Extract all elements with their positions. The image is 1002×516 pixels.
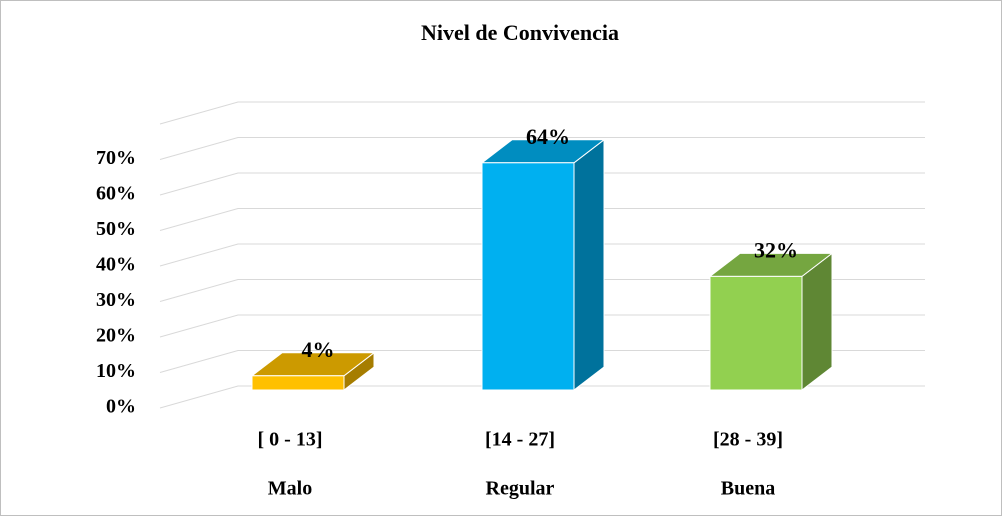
y-tick-label: 40% xyxy=(96,254,136,276)
grid-line xyxy=(159,279,925,302)
x-tick-label: Regular xyxy=(486,478,555,500)
y-tick-label: 50% xyxy=(96,218,136,240)
y-tick-label: 30% xyxy=(96,289,136,311)
bar-side xyxy=(801,252,833,392)
y-tick-label: 10% xyxy=(96,360,136,382)
bar-side xyxy=(573,138,605,392)
data-label: 4% xyxy=(302,337,335,362)
grid-line xyxy=(159,208,925,231)
data-label: 32% xyxy=(754,237,798,262)
grid-line xyxy=(159,350,925,373)
data-label: 64% xyxy=(526,124,570,149)
grid-line xyxy=(159,385,925,409)
grid-line xyxy=(159,137,925,160)
y-tick-label: 70% xyxy=(96,147,136,169)
chart-title: Nivel de Convivencia xyxy=(421,20,619,45)
x-tick-label: Buena xyxy=(721,478,775,500)
x-tick-label: [14 - 27] xyxy=(485,429,555,451)
grid-line xyxy=(159,172,925,196)
x-tick-label: [28 - 39] xyxy=(713,429,783,451)
grid-line xyxy=(159,314,925,338)
bar xyxy=(709,275,803,391)
x-tick-label: Malo xyxy=(268,478,312,500)
y-tick-label: 20% xyxy=(96,325,136,347)
bar xyxy=(481,162,575,391)
bar xyxy=(251,375,345,391)
x-tick-label: [ 0 - 13] xyxy=(258,429,323,451)
grid-line xyxy=(159,243,925,267)
grid-line xyxy=(159,101,925,125)
y-tick-label: 60% xyxy=(96,183,136,205)
y-tick-label: 0% xyxy=(106,396,136,418)
